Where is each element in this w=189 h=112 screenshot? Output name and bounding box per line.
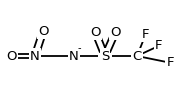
Text: S: S (101, 50, 109, 62)
Text: O: O (110, 26, 121, 39)
Text: F: F (142, 28, 149, 41)
Text: C: C (132, 50, 142, 62)
Text: N: N (69, 50, 79, 62)
Text: O: O (90, 26, 101, 39)
Text: N: N (30, 50, 40, 62)
Text: F: F (166, 56, 174, 69)
Text: O: O (38, 25, 48, 38)
Text: O: O (6, 50, 17, 62)
Text: F: F (155, 39, 163, 52)
Text: -: - (78, 43, 81, 53)
